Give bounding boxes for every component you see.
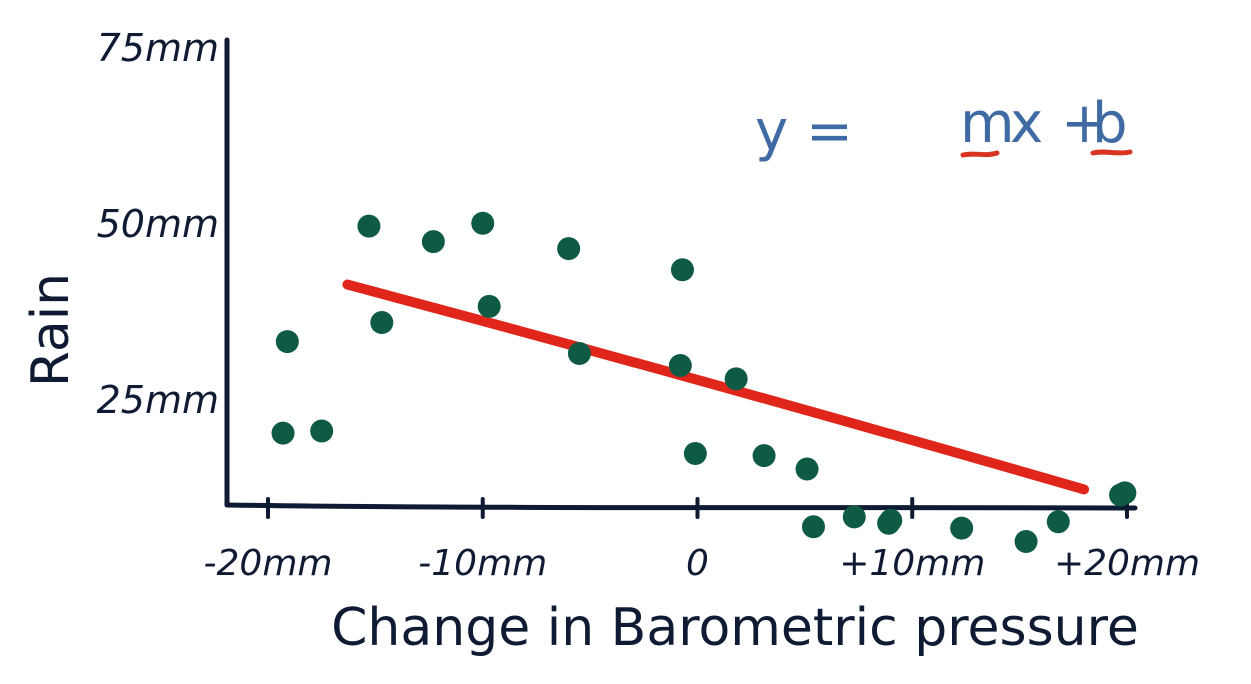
y-axis	[224, 37, 230, 508]
y-axis-label: Rain	[21, 273, 81, 387]
equation-x-plus: x +	[1010, 91, 1108, 156]
x-tick-label: 0	[686, 543, 709, 584]
data-point	[271, 421, 295, 445]
data-point	[567, 342, 591, 366]
x-axis-label: Change in Barometric pressure	[331, 598, 1139, 658]
data-point	[357, 214, 381, 238]
b-underline	[1090, 149, 1133, 156]
x-tick-label: +10mm	[839, 543, 985, 584]
data-point	[471, 211, 495, 235]
data-point	[1014, 530, 1038, 554]
data-point	[724, 367, 748, 391]
y-tick-labels: 25mm 50mm 75mm	[97, 26, 219, 422]
data-point	[670, 258, 694, 282]
equation-annotation: y = m x + b	[755, 91, 1133, 164]
data-point	[683, 442, 707, 466]
x-tick-labels: -20mm -10mm 0 +10mm +20mm	[204, 497, 1200, 584]
data-point	[1113, 481, 1137, 505]
data-point	[950, 516, 974, 540]
m-underline	[960, 150, 1000, 158]
data-point	[421, 230, 445, 254]
data-point	[477, 294, 501, 318]
data-point	[668, 354, 692, 378]
data-point	[801, 515, 825, 539]
x-tick-label: +20mm	[1054, 543, 1200, 584]
x-tick-label: -10mm	[418, 543, 547, 584]
y-tick-label: 75mm	[97, 26, 219, 70]
regression-line-group	[342, 279, 1090, 495]
data-point	[842, 505, 866, 529]
equation-m: m	[960, 91, 1015, 156]
y-tick-label: 25mm	[97, 378, 219, 422]
equation-b: b	[1092, 91, 1128, 156]
data-point	[1046, 510, 1070, 534]
regression-line	[342, 279, 1090, 495]
data-points	[271, 211, 1137, 554]
y-tick-label: 50mm	[97, 202, 219, 246]
data-point	[752, 444, 776, 468]
equation-lhs: y =	[755, 99, 853, 164]
data-point	[557, 237, 581, 261]
x-tick-label: -20mm	[204, 543, 333, 584]
x-axis	[224, 502, 1138, 511]
data-point	[370, 311, 394, 335]
data-point	[879, 508, 903, 532]
data-point	[310, 419, 334, 443]
data-point	[795, 457, 819, 481]
data-point	[275, 330, 299, 354]
